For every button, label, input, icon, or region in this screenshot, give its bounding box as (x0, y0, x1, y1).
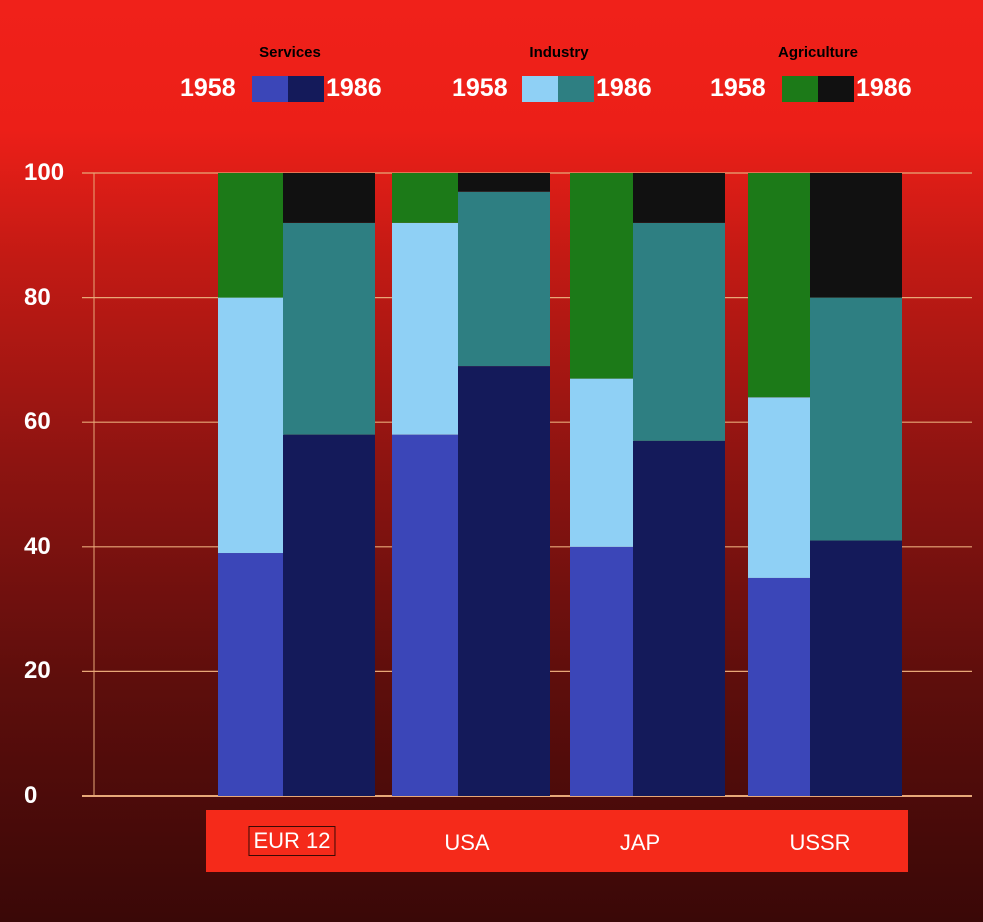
bar-segment-agriculture-1958 (392, 173, 458, 223)
y-tick-label: 20 (24, 657, 51, 685)
bar-segment-services-1958 (218, 553, 284, 796)
legend-swatch-agriculture-1986 (818, 76, 854, 102)
bar-segment-industry-1958 (392, 222, 458, 435)
x-label-ussr: USSR (789, 830, 851, 855)
bar-segment-industry-1958 (748, 397, 810, 578)
x-label-eur12: EUR 12 (248, 826, 336, 856)
y-tick-label: 60 (24, 408, 51, 436)
legend-swatch-agriculture-1958 (782, 76, 818, 102)
bar-segment-agriculture-1958 (748, 173, 810, 398)
legend-year-industry-1986: 1986 (596, 74, 652, 102)
legend-year-agriculture-1958: 1958 (710, 74, 766, 102)
bar-segment-industry-1986 (810, 297, 902, 541)
legend-swatch-services-1958 (252, 76, 288, 102)
bar-segment-services-1958 (570, 546, 634, 796)
y-tick-label: 80 (24, 283, 51, 311)
y-tick-label: 40 (24, 532, 51, 560)
bar-segment-agriculture-1986 (633, 173, 725, 223)
legend-year-services-1958: 1958 (180, 74, 236, 102)
bar-segment-agriculture-1986 (283, 173, 375, 223)
bar-segment-industry-1986 (283, 222, 375, 435)
legend-title-services: Services (259, 44, 321, 61)
legend-title-industry: Industry (529, 44, 589, 61)
legend-swatch-industry-1958 (522, 76, 558, 102)
bar-segment-agriculture-1958 (218, 173, 284, 298)
legend-year-services-1986: 1986 (326, 74, 382, 102)
x-axis-category-band (206, 810, 908, 872)
legend-swatch-services-1986 (288, 76, 324, 102)
legend-year-industry-1958: 1958 (452, 74, 508, 102)
bar-segment-agriculture-1986 (458, 173, 550, 192)
bar-segment-services-1958 (748, 577, 810, 796)
bar-segment-agriculture-1986 (810, 173, 902, 298)
bar-segment-agriculture-1958 (570, 173, 634, 379)
bar-segment-services-1986 (810, 540, 902, 796)
bar-segment-services-1986 (283, 434, 375, 796)
y-tick-label: 100 (24, 159, 65, 186)
bar-segment-services-1986 (458, 366, 550, 796)
bar-segment-services-1986 (633, 440, 725, 796)
legend-swatch-industry-1986 (558, 76, 594, 102)
bar-segment-services-1958 (392, 434, 458, 796)
x-label-usa: USA (444, 830, 490, 855)
bar-segment-industry-1986 (458, 191, 550, 367)
bar-segment-industry-1986 (633, 222, 725, 441)
bar-segment-industry-1958 (218, 297, 284, 554)
y-tick-label: 0 (24, 782, 38, 809)
legend-title-agriculture: Agriculture (777, 44, 859, 61)
x-label-jap: JAP (619, 830, 661, 855)
bar-segment-industry-1958 (570, 378, 634, 547)
legend-year-agriculture-1986: 1986 (856, 74, 912, 102)
